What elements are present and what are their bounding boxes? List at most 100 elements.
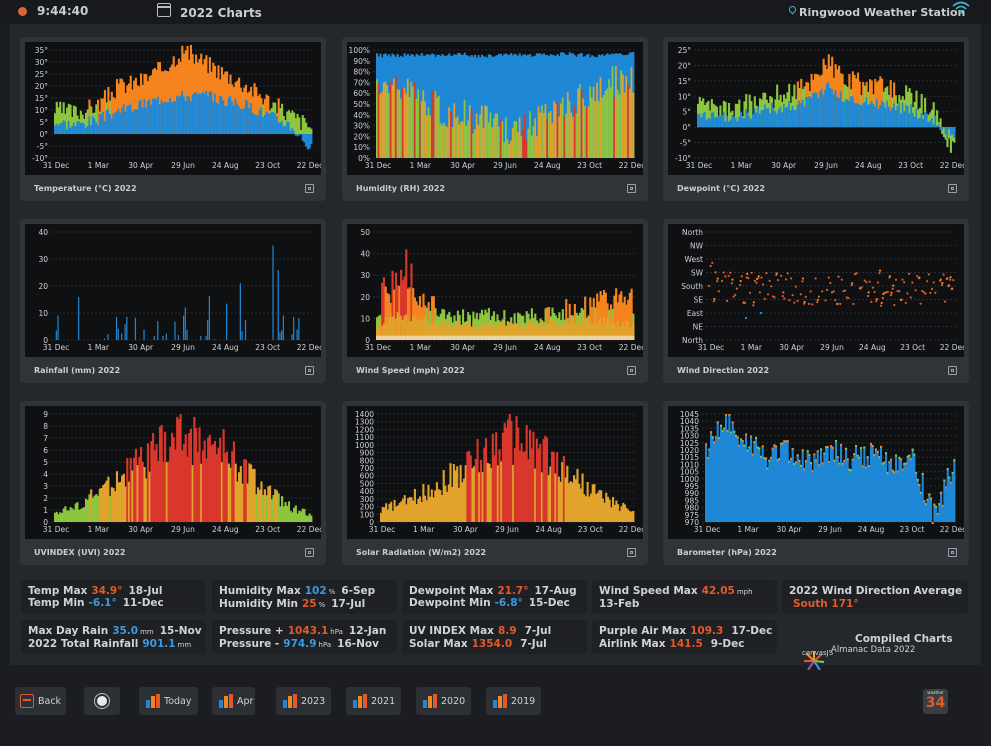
chart-mark (456, 53, 459, 158)
chart-mark (424, 316, 427, 340)
expand-icon[interactable] (627, 184, 636, 193)
chart-mark (796, 299, 799, 302)
chart-mark (393, 78, 396, 158)
chart-mark (549, 335, 552, 340)
chart-mark (815, 92, 818, 128)
chart-mark (160, 99, 163, 134)
chart-mark (796, 104, 799, 128)
chart-mark (594, 335, 597, 340)
chart-mark (748, 94, 751, 128)
chart-mark (587, 335, 590, 340)
chart-mark (465, 55, 468, 159)
expand-icon[interactable] (948, 184, 957, 193)
chart-mark (157, 96, 160, 134)
x-tick-label: 24 Aug (212, 525, 239, 534)
chart-mark (495, 432, 498, 522)
calendar-badge-icon[interactable]: weather 34 (923, 689, 948, 714)
chart-mark (625, 320, 628, 340)
chart-mark (475, 57, 478, 159)
chart-mark (948, 476, 951, 522)
chart-mark (874, 79, 877, 128)
chart-mark (580, 322, 583, 340)
chart-mark (895, 454, 898, 457)
chart-mark (255, 494, 258, 522)
chart-mark (558, 324, 561, 340)
nav-button-2023[interactable]: 2023 (276, 687, 331, 715)
chart-mark (501, 323, 504, 340)
chart-mark (86, 499, 89, 522)
back-button[interactable]: Back (15, 687, 66, 715)
chart-mark (55, 330, 57, 340)
stat-date: 17-Aug (534, 585, 577, 597)
chart-mark (244, 99, 248, 134)
chart-mark (127, 481, 131, 522)
chart-mark (724, 275, 727, 278)
chart-mark (169, 446, 172, 522)
stat-row: Purple Air Max 109.3 17-Dec (599, 625, 777, 638)
chart-mark (611, 497, 615, 522)
chart-mark (162, 102, 165, 134)
nav-button-2020[interactable]: 2020 (416, 687, 471, 715)
chart-mark (84, 498, 88, 522)
chart-mark (901, 468, 904, 522)
x-tick-label: 24 Aug (859, 343, 886, 352)
chart-mark (785, 440, 788, 443)
nav-button-apr[interactable]: Apr (212, 687, 255, 715)
theme-toggle-button[interactable] (84, 687, 120, 715)
chart-mark (275, 490, 278, 522)
stat-date: 18-Jul (128, 585, 163, 597)
expand-icon[interactable] (948, 548, 957, 557)
chart-mark (915, 471, 918, 474)
nav-button-2019[interactable]: 2019 (486, 687, 541, 715)
bar-chart-icon (283, 694, 297, 708)
chart-mark (570, 53, 573, 159)
expand-icon[interactable] (305, 548, 314, 557)
chart-mark (443, 325, 446, 340)
chart-mark (843, 102, 846, 128)
chart-mark (771, 295, 775, 298)
chart-mark (554, 104, 557, 158)
chart-mark (609, 304, 613, 340)
chart-mark (298, 117, 301, 134)
chart-mark (793, 84, 796, 128)
chart-mark (420, 319, 423, 340)
expand-icon[interactable] (305, 366, 314, 375)
compiled-charts-title: Compiled Charts (855, 633, 953, 645)
chart-mark (453, 325, 456, 340)
chart-mark (894, 278, 898, 281)
chart-mark (463, 324, 466, 340)
chart-mark (561, 462, 564, 522)
chart-mark (934, 291, 937, 294)
chart-mark (707, 284, 711, 288)
chart-mark (439, 335, 442, 340)
chart-mark (714, 117, 717, 128)
expand-icon[interactable] (948, 366, 957, 375)
chart-mark (762, 109, 765, 128)
chart-mark (773, 444, 776, 522)
chart-mark (203, 440, 206, 522)
chart-mark (861, 465, 864, 468)
chart-mark (465, 126, 468, 158)
stat-label: Temp Max (28, 585, 88, 597)
nav-button-label: Apr (237, 695, 254, 707)
x-tick-label: 29 Jun (818, 525, 842, 534)
expand-icon[interactable] (627, 366, 636, 375)
nav-button-today[interactable]: Today (139, 687, 198, 715)
chart-mark (567, 483, 571, 522)
nav-button-2021[interactable]: 2021 (346, 687, 401, 715)
x-tick-label: 31 Dec (365, 343, 391, 352)
chart-mark (553, 100, 556, 158)
chart-mark (618, 327, 621, 340)
chart-mark (403, 276, 406, 340)
chart-mark (121, 333, 123, 340)
chart-mark (503, 321, 506, 340)
expand-icon[interactable] (305, 184, 314, 193)
chart-mark (260, 107, 263, 134)
chart-mark (117, 328, 119, 340)
stat-value: 25 (301, 598, 317, 610)
chart-mark (138, 456, 141, 522)
chart-mark (59, 123, 62, 134)
chart-mark (838, 462, 841, 465)
chart-mark (560, 103, 563, 158)
expand-icon[interactable] (627, 548, 636, 557)
